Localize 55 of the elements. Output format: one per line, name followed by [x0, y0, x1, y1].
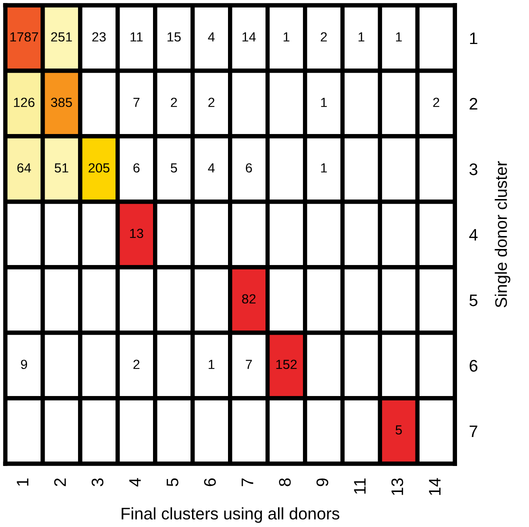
x-tick-label: 4 — [129, 478, 141, 487]
x-tick-label: 6 — [204, 478, 216, 486]
data-label: 6 — [246, 163, 252, 173]
y-tick-label: 5 — [469, 294, 478, 306]
data-label: 82 — [242, 294, 256, 304]
data-label: 4 — [208, 163, 215, 172]
data-label: 11 — [130, 32, 143, 42]
data-label: 5 — [170, 163, 178, 173]
data-label: 2 — [433, 98, 440, 107]
y-tick-label: 3 — [469, 163, 478, 176]
data-label: 1 — [208, 360, 214, 369]
x-tick-label: 7 — [242, 478, 254, 486]
data-label: 51 — [54, 163, 68, 173]
data-label: 15 — [168, 32, 181, 42]
data-label: 14 — [242, 32, 256, 42]
data-label: 152 — [276, 360, 297, 370]
data-label: 1 — [321, 98, 327, 107]
data-label: 1 — [396, 32, 402, 42]
data-label: 1 — [321, 163, 327, 172]
data-label: 9 — [20, 360, 28, 370]
data-label: 2 — [320, 32, 327, 42]
data-label: 23 — [92, 32, 106, 42]
data-label: 7 — [133, 98, 140, 107]
data-label: 126 — [14, 98, 34, 108]
x-axis-title: Final clusters using all donors — [122, 507, 340, 523]
data-label: 1 — [284, 32, 290, 42]
x-tick-label: 2 — [54, 478, 66, 486]
data-label: 7 — [246, 360, 252, 369]
data-label: 13 — [130, 228, 144, 238]
y-axis-title: Single donor cluster — [494, 161, 510, 308]
y-tick-label: 1 — [470, 32, 478, 44]
y-tick-label: 7 — [470, 426, 478, 438]
data-label: 1 — [358, 32, 364, 42]
y-tick-label: 6 — [470, 360, 478, 372]
y-tick-label: 2 — [470, 98, 478, 110]
x-tick-label: 3 — [92, 478, 104, 486]
data-label: 5 — [396, 425, 402, 435]
x-tick-label: 14 — [429, 478, 441, 495]
data-label: 205 — [88, 163, 110, 173]
data-label: 2 — [208, 98, 214, 107]
data-label: 2 — [170, 98, 177, 107]
x-tick-label: 13 — [391, 478, 404, 495]
data-label: 4 — [208, 32, 215, 42]
data-label: 385 — [50, 98, 72, 108]
data-label: 64 — [17, 163, 31, 173]
x-tick-label: 9 — [316, 478, 328, 486]
y-tick-label: 4 — [469, 229, 478, 241]
x-tick-label: 1 — [16, 478, 28, 486]
data-label: 251 — [51, 32, 72, 42]
x-tick-label: 5 — [166, 478, 178, 486]
data-label: 2 — [133, 360, 140, 369]
x-tick-label: 11 — [354, 478, 366, 494]
data-label: 1787 — [10, 32, 38, 42]
x-tick-label: 8 — [278, 478, 291, 486]
data-label: 6 — [133, 163, 140, 173]
